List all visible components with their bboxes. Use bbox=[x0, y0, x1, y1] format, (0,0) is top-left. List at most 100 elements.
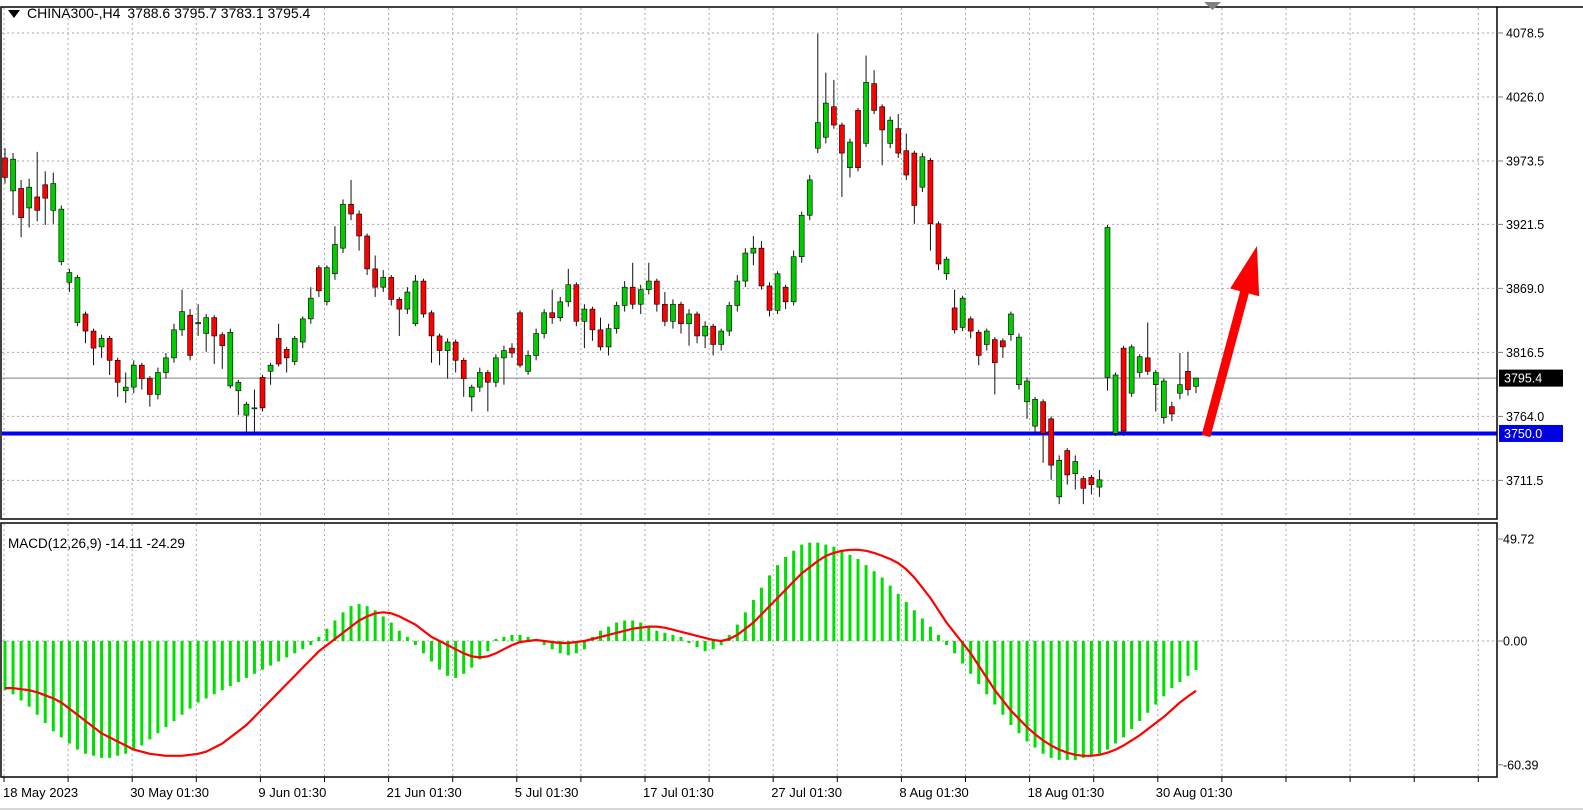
candle-bullish bbox=[806, 179, 813, 216]
candle-bullish bbox=[541, 312, 547, 334]
macd-axis-label: 0.00 bbox=[1503, 635, 1527, 649]
time-axis[interactable]: 18 May 2023 30 May 01:30 9 Jun 01:30 21 Jun… bbox=[3, 777, 1479, 800]
candle-bullish bbox=[1104, 227, 1111, 378]
time-axis-label: 30 Aug 01:30 bbox=[1156, 785, 1233, 800]
current-price-badge: 3795.4 bbox=[1499, 369, 1563, 387]
time-axis-label: 8 Aug 01:30 bbox=[899, 785, 968, 800]
candle-bullish bbox=[130, 364, 137, 388]
candle-bearish bbox=[782, 286, 789, 303]
candle-bullish bbox=[251, 407, 258, 410]
candle-bullish bbox=[581, 308, 588, 322]
candle-bullish bbox=[324, 267, 330, 303]
candle-bullish bbox=[163, 357, 169, 373]
time-axis-label: 21 Jun 01:30 bbox=[387, 785, 462, 800]
macd-axis-label: -60.39 bbox=[1503, 758, 1538, 772]
time-axis-label: 5 Jul 01:30 bbox=[515, 785, 579, 800]
candle-bearish bbox=[460, 360, 467, 379]
candle-bullish bbox=[774, 273, 781, 311]
current-price-badge-text: 3795.4 bbox=[1504, 372, 1542, 386]
candle-bearish bbox=[428, 312, 435, 337]
candle-bullish bbox=[66, 272, 73, 283]
candle-bullish bbox=[122, 386, 129, 392]
candle-bearish bbox=[935, 223, 942, 265]
macd-signal-line bbox=[5, 548, 1197, 757]
trend-arrow-head bbox=[1230, 246, 1260, 297]
macd-axis[interactable]: 49.72 0.00 -60.39 bbox=[1497, 533, 1538, 773]
candle-bearish bbox=[42, 184, 49, 199]
price-axis-label: 3711.5 bbox=[1506, 474, 1543, 488]
candle-bearish bbox=[629, 286, 636, 305]
candle-bullish bbox=[790, 256, 797, 303]
candle-bullish bbox=[533, 333, 539, 356]
candle-bullish bbox=[887, 119, 894, 144]
candle-bullish bbox=[645, 280, 652, 290]
candle-bearish bbox=[139, 364, 145, 379]
price-axis-label: 3816.5 bbox=[1506, 346, 1544, 360]
candle-bullish bbox=[718, 330, 725, 345]
symbol-ohlc-values: 3788.6 3795.7 3783.1 3795.4 bbox=[127, 5, 311, 21]
candle-bullish bbox=[267, 364, 274, 372]
candle-bullish bbox=[307, 297, 314, 320]
price-axis[interactable]: 4078.5 4026.0 3973.5 3921.5 3869.0 3816.5 3764… bbox=[1497, 27, 1544, 488]
candle-bullish bbox=[50, 183, 57, 211]
time-axis-label: 27 Jul 01:30 bbox=[771, 785, 842, 800]
candle-bearish bbox=[147, 378, 153, 395]
time-axis-label: 17 Jul 01:30 bbox=[643, 785, 714, 800]
candle-bullish bbox=[605, 328, 612, 348]
candle-bearish bbox=[2, 157, 8, 178]
candle-bearish bbox=[348, 203, 354, 215]
candle-bullish bbox=[613, 305, 620, 329]
candle-bullish bbox=[332, 244, 338, 275]
candle-bullish bbox=[919, 156, 926, 188]
candle-bullish bbox=[412, 280, 419, 325]
support-price-badge-bg bbox=[1499, 424, 1563, 442]
candle-bearish bbox=[219, 334, 226, 346]
time-axis-label: 9 Jun 01:30 bbox=[258, 785, 326, 800]
candle-bullish bbox=[637, 289, 644, 305]
candle-bearish bbox=[106, 338, 113, 361]
symbol-header: CHINA300-,H4 3788.6 3795.7 3783.1 3795.4 bbox=[8, 5, 310, 21]
candle-bearish bbox=[573, 284, 580, 322]
candle-bullish bbox=[557, 301, 564, 318]
candle-bullish bbox=[10, 158, 16, 192]
symbol-title: CHINA300-,H4 bbox=[27, 5, 121, 21]
price-axis-label: 3764.0 bbox=[1506, 410, 1544, 424]
candle-bullish bbox=[1016, 336, 1022, 385]
macd-panel-border bbox=[0, 522, 1498, 778]
candle-bullish bbox=[1096, 479, 1103, 488]
trend-arrow-shaft bbox=[1201, 281, 1252, 438]
candle-bullish bbox=[1177, 384, 1183, 394]
candle-bullish bbox=[404, 291, 411, 310]
candle-bullish bbox=[847, 141, 853, 169]
candle-bullish bbox=[1056, 459, 1062, 498]
candle-bullish bbox=[734, 280, 741, 306]
candle-bearish bbox=[855, 110, 861, 169]
candle-bearish bbox=[211, 317, 218, 337]
candle-bearish bbox=[1080, 478, 1087, 489]
candle-bearish bbox=[967, 318, 974, 332]
candle-bearish bbox=[364, 235, 370, 270]
symbol-dropdown-icon bbox=[8, 9, 20, 18]
candle-bearish bbox=[678, 303, 684, 325]
candle-bullish bbox=[742, 252, 749, 282]
candle-bullish bbox=[863, 82, 869, 144]
candle-bullish bbox=[686, 313, 692, 325]
candle-bullish bbox=[444, 341, 451, 351]
candle-bearish bbox=[283, 349, 290, 359]
candle-bearish bbox=[549, 312, 556, 318]
candle-bearish bbox=[452, 341, 459, 361]
price-axis-label: 3921.5 bbox=[1506, 218, 1544, 232]
candle-bullish bbox=[1024, 380, 1030, 403]
candle-bullish bbox=[1032, 399, 1038, 427]
support-price-badge: 3750.0 bbox=[1499, 424, 1563, 442]
price-axis-label: 3869.0 bbox=[1506, 282, 1544, 296]
candle-bullish bbox=[26, 186, 32, 209]
candle-bullish bbox=[565, 284, 572, 303]
candle-bearish bbox=[18, 188, 24, 218]
candle-bearish bbox=[694, 313, 700, 337]
trend-arrow-annotation[interactable] bbox=[1201, 246, 1260, 438]
candle-bullish bbox=[1072, 461, 1079, 474]
